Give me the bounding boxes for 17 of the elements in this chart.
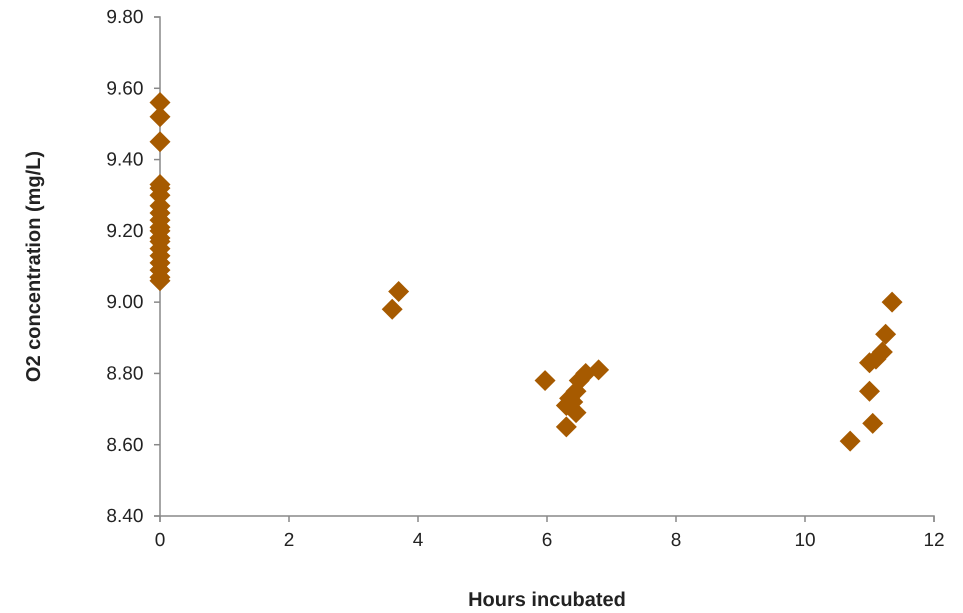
y-tick-label: 9.20 <box>106 220 144 242</box>
x-tick-label: 6 <box>542 530 552 551</box>
x-tick-label: 4 <box>412 530 424 551</box>
x-tick-label: 8 <box>670 530 682 551</box>
y-tick-label: 9.80 <box>106 7 144 28</box>
y-tick-label: 9.00 <box>106 292 144 314</box>
y-tick-label: 8.80 <box>106 364 144 385</box>
y-tick-label: 9.40 <box>106 150 144 171</box>
y-axis-title: O2 concentration (mg/L) <box>23 150 45 382</box>
x-tick-label: 12 <box>923 530 945 551</box>
x-tick-label: 0 <box>154 530 166 551</box>
x-tick-label: 10 <box>794 530 816 551</box>
y-tick-label: 9.60 <box>106 78 144 100</box>
x-tick-label: 2 <box>284 530 294 551</box>
x-axis-title: Hours incubated <box>468 589 626 611</box>
y-tick-label: 8.60 <box>106 434 144 456</box>
y-tick-label: 8.40 <box>106 506 144 528</box>
